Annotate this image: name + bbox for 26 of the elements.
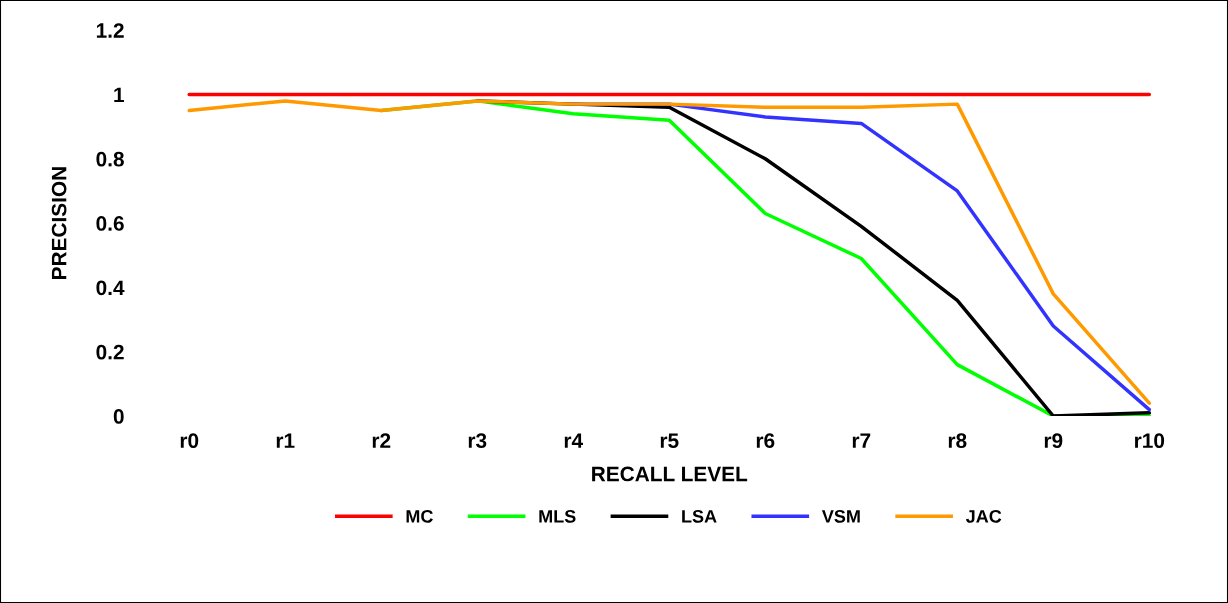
x-tick-label: r4 xyxy=(564,433,583,448)
x-tick-label: r5 xyxy=(660,433,679,449)
legend-label: LSA xyxy=(682,509,717,523)
y-tick-label: 0 xyxy=(113,409,124,424)
x-tick-label: r2 xyxy=(372,433,391,448)
legend-label: JAC xyxy=(965,509,1002,523)
x-tick-label: r10 xyxy=(1135,433,1165,449)
x-tick-label: r1 xyxy=(276,433,295,448)
legend-label: MC xyxy=(406,509,433,523)
x-tick-label: r7 xyxy=(852,433,871,448)
y-axis-title: PRECISION xyxy=(51,167,67,280)
x-tick-label: r3 xyxy=(468,433,487,449)
y-tick-label: 1.2 xyxy=(96,23,124,38)
x-tick-label: r8 xyxy=(948,433,967,449)
y-tick-label: 1 xyxy=(114,87,124,103)
line-series xyxy=(187,99,1152,405)
x-tick-label: r9 xyxy=(1044,433,1063,449)
x-tick-label: r0 xyxy=(180,433,199,449)
y-tick-label: 0.8 xyxy=(96,151,124,167)
y-tick-label: 0.6 xyxy=(96,216,124,231)
x-axis-title: RECALL LEVEL xyxy=(592,466,748,482)
legend-label: MLS xyxy=(539,509,576,523)
y-tick-label: 0.4 xyxy=(96,280,125,296)
x-tick-label: r6 xyxy=(756,433,775,449)
legend-label: VSM xyxy=(821,509,860,523)
y-tick-label: 0.2 xyxy=(96,344,124,360)
